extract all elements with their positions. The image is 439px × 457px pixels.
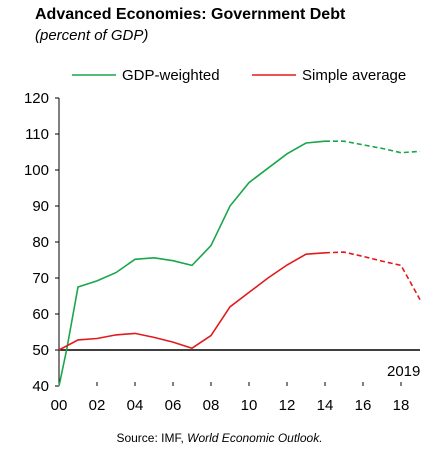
y-tick-label: 120	[24, 90, 49, 107]
gdp-weighted-projection-line	[325, 140, 421, 154]
y-tick-label: 70	[32, 270, 49, 287]
simple-average-projection-line	[324, 251, 421, 300]
x-tick-label: 16	[355, 397, 372, 414]
x-tick-label: 14	[317, 397, 334, 414]
x-tick-label: 18	[393, 397, 410, 414]
simple-average-line	[58, 252, 326, 351]
source-note: Source: IMF, World Economic Outlook.	[0, 431, 439, 445]
y-tick-label: 110	[25, 126, 49, 143]
x-tick-label: 06	[165, 397, 182, 414]
x-tick-label: 04	[127, 397, 144, 414]
x-tick-label: 02	[89, 397, 106, 414]
y-tick-label: 80	[32, 234, 49, 251]
gdp-weighted-line	[58, 140, 326, 387]
y-tick-label: 60	[32, 306, 49, 323]
x-tick-label: 12	[279, 397, 296, 414]
source-prefix: Source: IMF,	[116, 431, 188, 445]
y-tick-label: 100	[24, 162, 49, 179]
source-publication: World Economic Outlook.	[187, 431, 323, 445]
y-tick-label: 50	[32, 342, 49, 359]
x-tick-label: 08	[203, 397, 220, 414]
y-tick-label: 40	[32, 378, 49, 395]
legend-label: GDP-weighted	[122, 67, 220, 84]
x-tick-label: 10	[241, 397, 258, 414]
annotation-2019: 2019	[387, 363, 420, 380]
x-tick-label: 00	[51, 397, 68, 414]
chart-title: Advanced Economies: Government Debt	[35, 6, 346, 23]
chart-subtitle: (percent of GDP)	[35, 27, 149, 44]
y-tick-label: 90	[32, 198, 49, 215]
legend-label: Simple average	[302, 67, 406, 84]
